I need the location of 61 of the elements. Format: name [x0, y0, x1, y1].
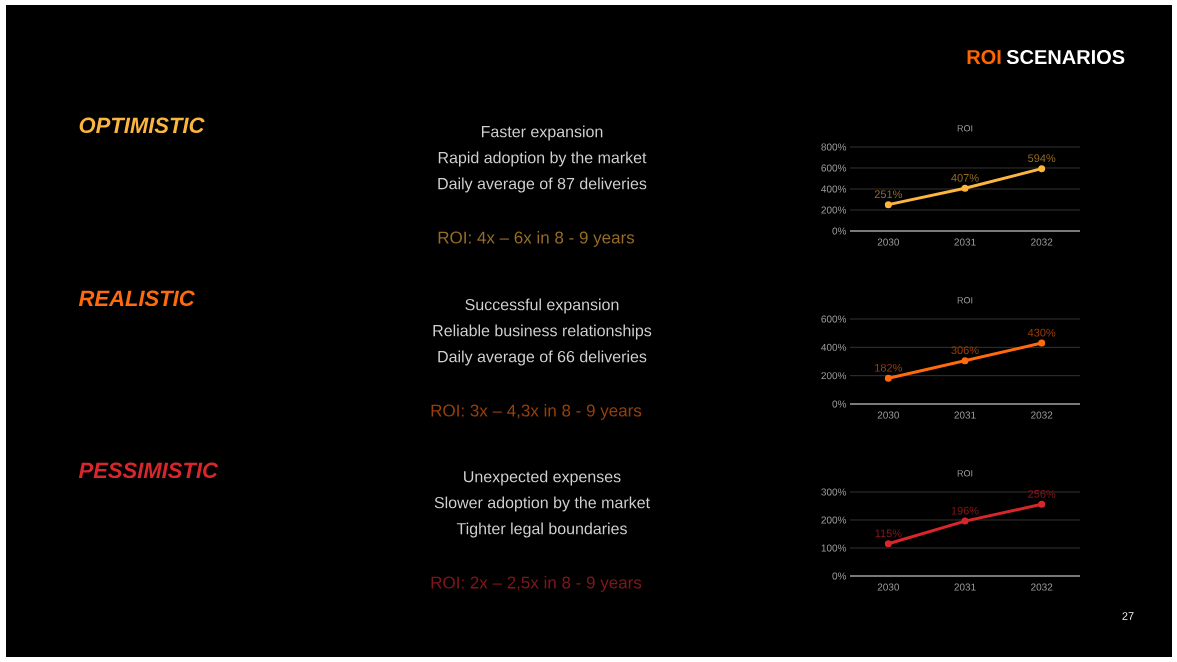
text: ROI: 3x – 4,3x in 8 - 9 years	[431, 404, 642, 420]
y-tick-label: 200%	[821, 516, 847, 524]
y-tick-label: 0%	[832, 400, 847, 408]
y-tick-label: 400%	[821, 185, 847, 193]
text: Successful expansion	[465, 298, 619, 314]
x-tick-label: 2031	[954, 411, 976, 419]
y-tick-label: 100%	[821, 544, 847, 552]
data-label: 115%	[875, 529, 902, 538]
text: Slower adoption by the market	[434, 496, 650, 512]
point	[961, 357, 969, 365]
text: ROI: 2x – 2,5x in 8 - 9 years	[431, 576, 642, 592]
text: Unexpected expenses	[464, 470, 621, 486]
data-label: 182%	[875, 363, 902, 372]
data-label: 407%	[951, 173, 979, 182]
point	[1038, 165, 1046, 173]
data-label: 196%	[951, 506, 979, 515]
point	[1038, 500, 1046, 508]
x-tick-label: 2032	[1031, 411, 1053, 419]
x-tick-label: 2030	[877, 411, 900, 419]
point	[884, 374, 892, 382]
text: SCENARIOS	[1006, 49, 1125, 65]
text: 27	[1122, 612, 1134, 620]
text: PESSIMISTIC	[78, 462, 219, 479]
y-tick-label: 0%	[832, 227, 847, 235]
y-tick-label: 0%	[832, 572, 847, 580]
text: Tighter legal boundaries	[456, 522, 627, 538]
chart-title: ROI	[957, 125, 973, 132]
point	[884, 201, 892, 209]
data-label: 251%	[874, 190, 902, 199]
x-tick-label: 2030	[877, 583, 900, 591]
x-tick-label: 2032	[1031, 583, 1053, 591]
text: REALISTIC	[78, 290, 195, 307]
chart-title: ROI	[957, 297, 973, 304]
text: ROI: 4x – 6x in 8 - 9 years	[438, 231, 635, 247]
text: Rapid adoption by the market	[438, 151, 647, 167]
text: Daily average of 66 deliveries	[438, 350, 647, 366]
data-label: 594%	[1028, 154, 1056, 163]
text: ROI	[967, 49, 1001, 65]
text: OPTIMISTIC	[79, 117, 205, 134]
y-tick-label: 200%	[821, 206, 847, 214]
data-label: 256%	[1028, 490, 1056, 498]
point	[1038, 339, 1046, 347]
x-tick-label: 2031	[954, 583, 976, 591]
y-tick-label: 600%	[821, 164, 847, 172]
data-label: 306%	[951, 346, 979, 355]
data-label: 430%	[1027, 328, 1056, 337]
point	[884, 540, 892, 548]
y-tick-label: 600%	[821, 315, 847, 323]
text: Faster expansion	[481, 125, 603, 141]
x-tick-label: 2032	[1031, 238, 1053, 246]
text: Daily average of 87 deliveries	[438, 177, 647, 193]
y-tick-label: 800%	[821, 143, 847, 151]
text: Reliable business relationships	[433, 324, 652, 340]
x-tick-label: 2030	[877, 238, 900, 246]
y-tick-label: 400%	[821, 343, 847, 351]
y-tick-label: 200%	[821, 372, 847, 380]
y-tick-label: 300%	[821, 488, 847, 496]
chart-title: ROI	[957, 470, 973, 477]
x-tick-label: 2031	[954, 238, 976, 246]
point	[961, 184, 969, 192]
point	[961, 517, 969, 525]
